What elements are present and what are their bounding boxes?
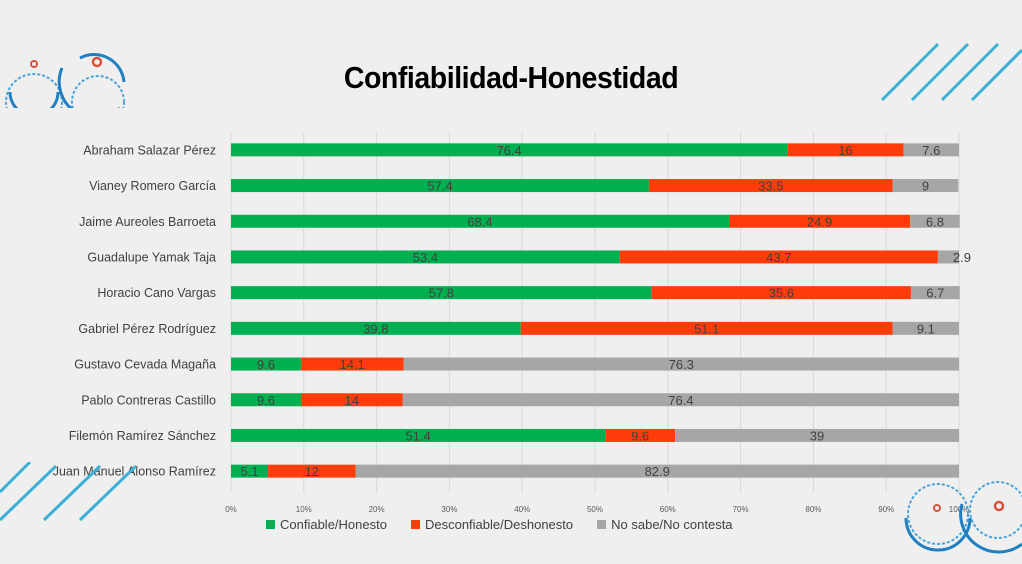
bar-segment bbox=[231, 286, 652, 300]
x-tick-label: 70% bbox=[733, 505, 749, 514]
data-label: 51.1 bbox=[694, 321, 719, 336]
bar-segment bbox=[728, 214, 911, 228]
data-label: 9.6 bbox=[631, 428, 649, 443]
legend-swatch bbox=[410, 520, 420, 529]
bar-segment bbox=[300, 357, 404, 371]
data-label: 24.9 bbox=[807, 214, 832, 229]
legend-item: Confiable/Honesto bbox=[266, 517, 387, 532]
bar-segment bbox=[605, 428, 676, 442]
decorative-circles-bottom-right bbox=[904, 481, 1022, 554]
bar-segment bbox=[231, 464, 269, 478]
bar-segment bbox=[231, 321, 521, 335]
x-tick-label: 90% bbox=[878, 505, 894, 514]
legend: Confiable/Honesto Desconfiable/Deshonesto… bbox=[266, 517, 757, 532]
x-tick-label: 10% bbox=[296, 505, 312, 514]
data-label: 82.9 bbox=[645, 464, 670, 479]
data-label: 9.6 bbox=[257, 393, 275, 408]
x-tick-label: 30% bbox=[441, 505, 457, 514]
legend-item: No sabe/No contesta bbox=[597, 517, 733, 532]
legend-label: Desconfiable/Deshonesto bbox=[424, 517, 574, 532]
bar-segment bbox=[231, 143, 788, 157]
bar-segment bbox=[403, 357, 959, 371]
bar-segment bbox=[787, 143, 904, 157]
data-label: 76.4 bbox=[496, 143, 521, 158]
category-label: Pablo Contreras Castillo bbox=[81, 393, 216, 407]
data-label: 33.5 bbox=[758, 179, 783, 194]
bar-segment bbox=[910, 286, 960, 300]
bar-segment bbox=[231, 179, 649, 193]
legend-swatch bbox=[597, 520, 607, 529]
data-label: 9.6 bbox=[257, 357, 275, 372]
legend-label: No sabe/No contesta bbox=[611, 517, 733, 532]
data-label: 6.7 bbox=[926, 286, 944, 301]
bar-segment bbox=[231, 428, 606, 442]
category-label: Gabriel Pérez Rodríguez bbox=[78, 322, 216, 336]
bar-segment bbox=[892, 321, 959, 335]
data-label: 43.7 bbox=[766, 250, 791, 265]
x-tick-label: 60% bbox=[660, 505, 676, 514]
category-label: Vianey Romero García bbox=[89, 179, 216, 193]
bar-segment bbox=[231, 250, 620, 264]
decorative-stripes-bottom-left bbox=[0, 462, 138, 522]
data-label: 76.3 bbox=[669, 357, 694, 372]
bar-segment bbox=[231, 214, 729, 228]
bar-segment bbox=[231, 393, 301, 407]
x-tick-label: 20% bbox=[369, 505, 385, 514]
data-label: 16 bbox=[838, 143, 852, 158]
data-label: 5.1 bbox=[241, 464, 259, 479]
bar-segment bbox=[619, 250, 938, 264]
x-tick-label: 80% bbox=[805, 505, 821, 514]
bar-segment bbox=[648, 179, 893, 193]
x-tick-label: 100% bbox=[949, 505, 969, 514]
data-label: 35.6 bbox=[769, 286, 794, 301]
bar-segment bbox=[231, 357, 301, 371]
legend-item: Desconfiable/Deshonesto bbox=[410, 517, 574, 532]
decorative-stripes-top-right bbox=[880, 42, 1022, 102]
data-label: 7.6 bbox=[922, 143, 940, 158]
bar-segment bbox=[300, 393, 403, 407]
x-tick-label: 50% bbox=[587, 505, 603, 514]
data-label: 14.1 bbox=[340, 357, 365, 372]
bar-segment bbox=[675, 428, 959, 442]
bar-segment bbox=[910, 214, 960, 228]
data-label: 12 bbox=[305, 464, 319, 479]
category-label: Abraham Salazar Pérez bbox=[83, 143, 216, 157]
category-label: Gustavo Cevada Magaña bbox=[74, 358, 216, 372]
data-label: 68.4 bbox=[467, 214, 492, 229]
category-label: Filemón Ramírez Sánchez bbox=[69, 429, 216, 443]
data-label: 76.4 bbox=[668, 393, 693, 408]
bar-segment bbox=[937, 250, 959, 264]
data-label: 39 bbox=[810, 428, 824, 443]
data-label: 2.9 bbox=[953, 250, 971, 265]
data-label: 9.1 bbox=[917, 321, 935, 336]
bar-segment bbox=[903, 143, 959, 157]
data-label: 53.4 bbox=[413, 250, 438, 265]
category-label: Horacio Cano Vargas bbox=[97, 286, 216, 300]
legend-swatch bbox=[266, 520, 275, 529]
bar-segment bbox=[355, 464, 959, 478]
chart-title: Confiabilidad-Honestidad bbox=[343, 60, 679, 95]
category-label: Guadalupe Yamak Taja bbox=[87, 250, 216, 264]
bar-segment bbox=[520, 321, 893, 335]
bar-segment bbox=[892, 179, 959, 193]
bar-segment bbox=[268, 464, 356, 478]
category-label: Juan Manuel Alonso Ramírez bbox=[53, 465, 216, 479]
category-label: Jaime Aureoles Barroeta bbox=[79, 215, 216, 229]
data-label: 51.4 bbox=[405, 428, 430, 443]
data-label: 39.8 bbox=[363, 321, 388, 336]
bar-segment bbox=[402, 393, 960, 407]
data-label: 57.8 bbox=[429, 286, 454, 301]
legend-label: Confiable/Honesto bbox=[280, 517, 387, 532]
data-label: 6.8 bbox=[926, 214, 944, 229]
data-label: 9 bbox=[922, 179, 929, 194]
x-tick-label: 40% bbox=[514, 505, 530, 514]
decorative-circles-top-left bbox=[5, 52, 126, 108]
x-tick-label: 0% bbox=[225, 505, 237, 514]
data-label: 57.4 bbox=[427, 179, 452, 194]
bar-segment bbox=[651, 286, 911, 300]
data-label: 14 bbox=[345, 393, 359, 408]
